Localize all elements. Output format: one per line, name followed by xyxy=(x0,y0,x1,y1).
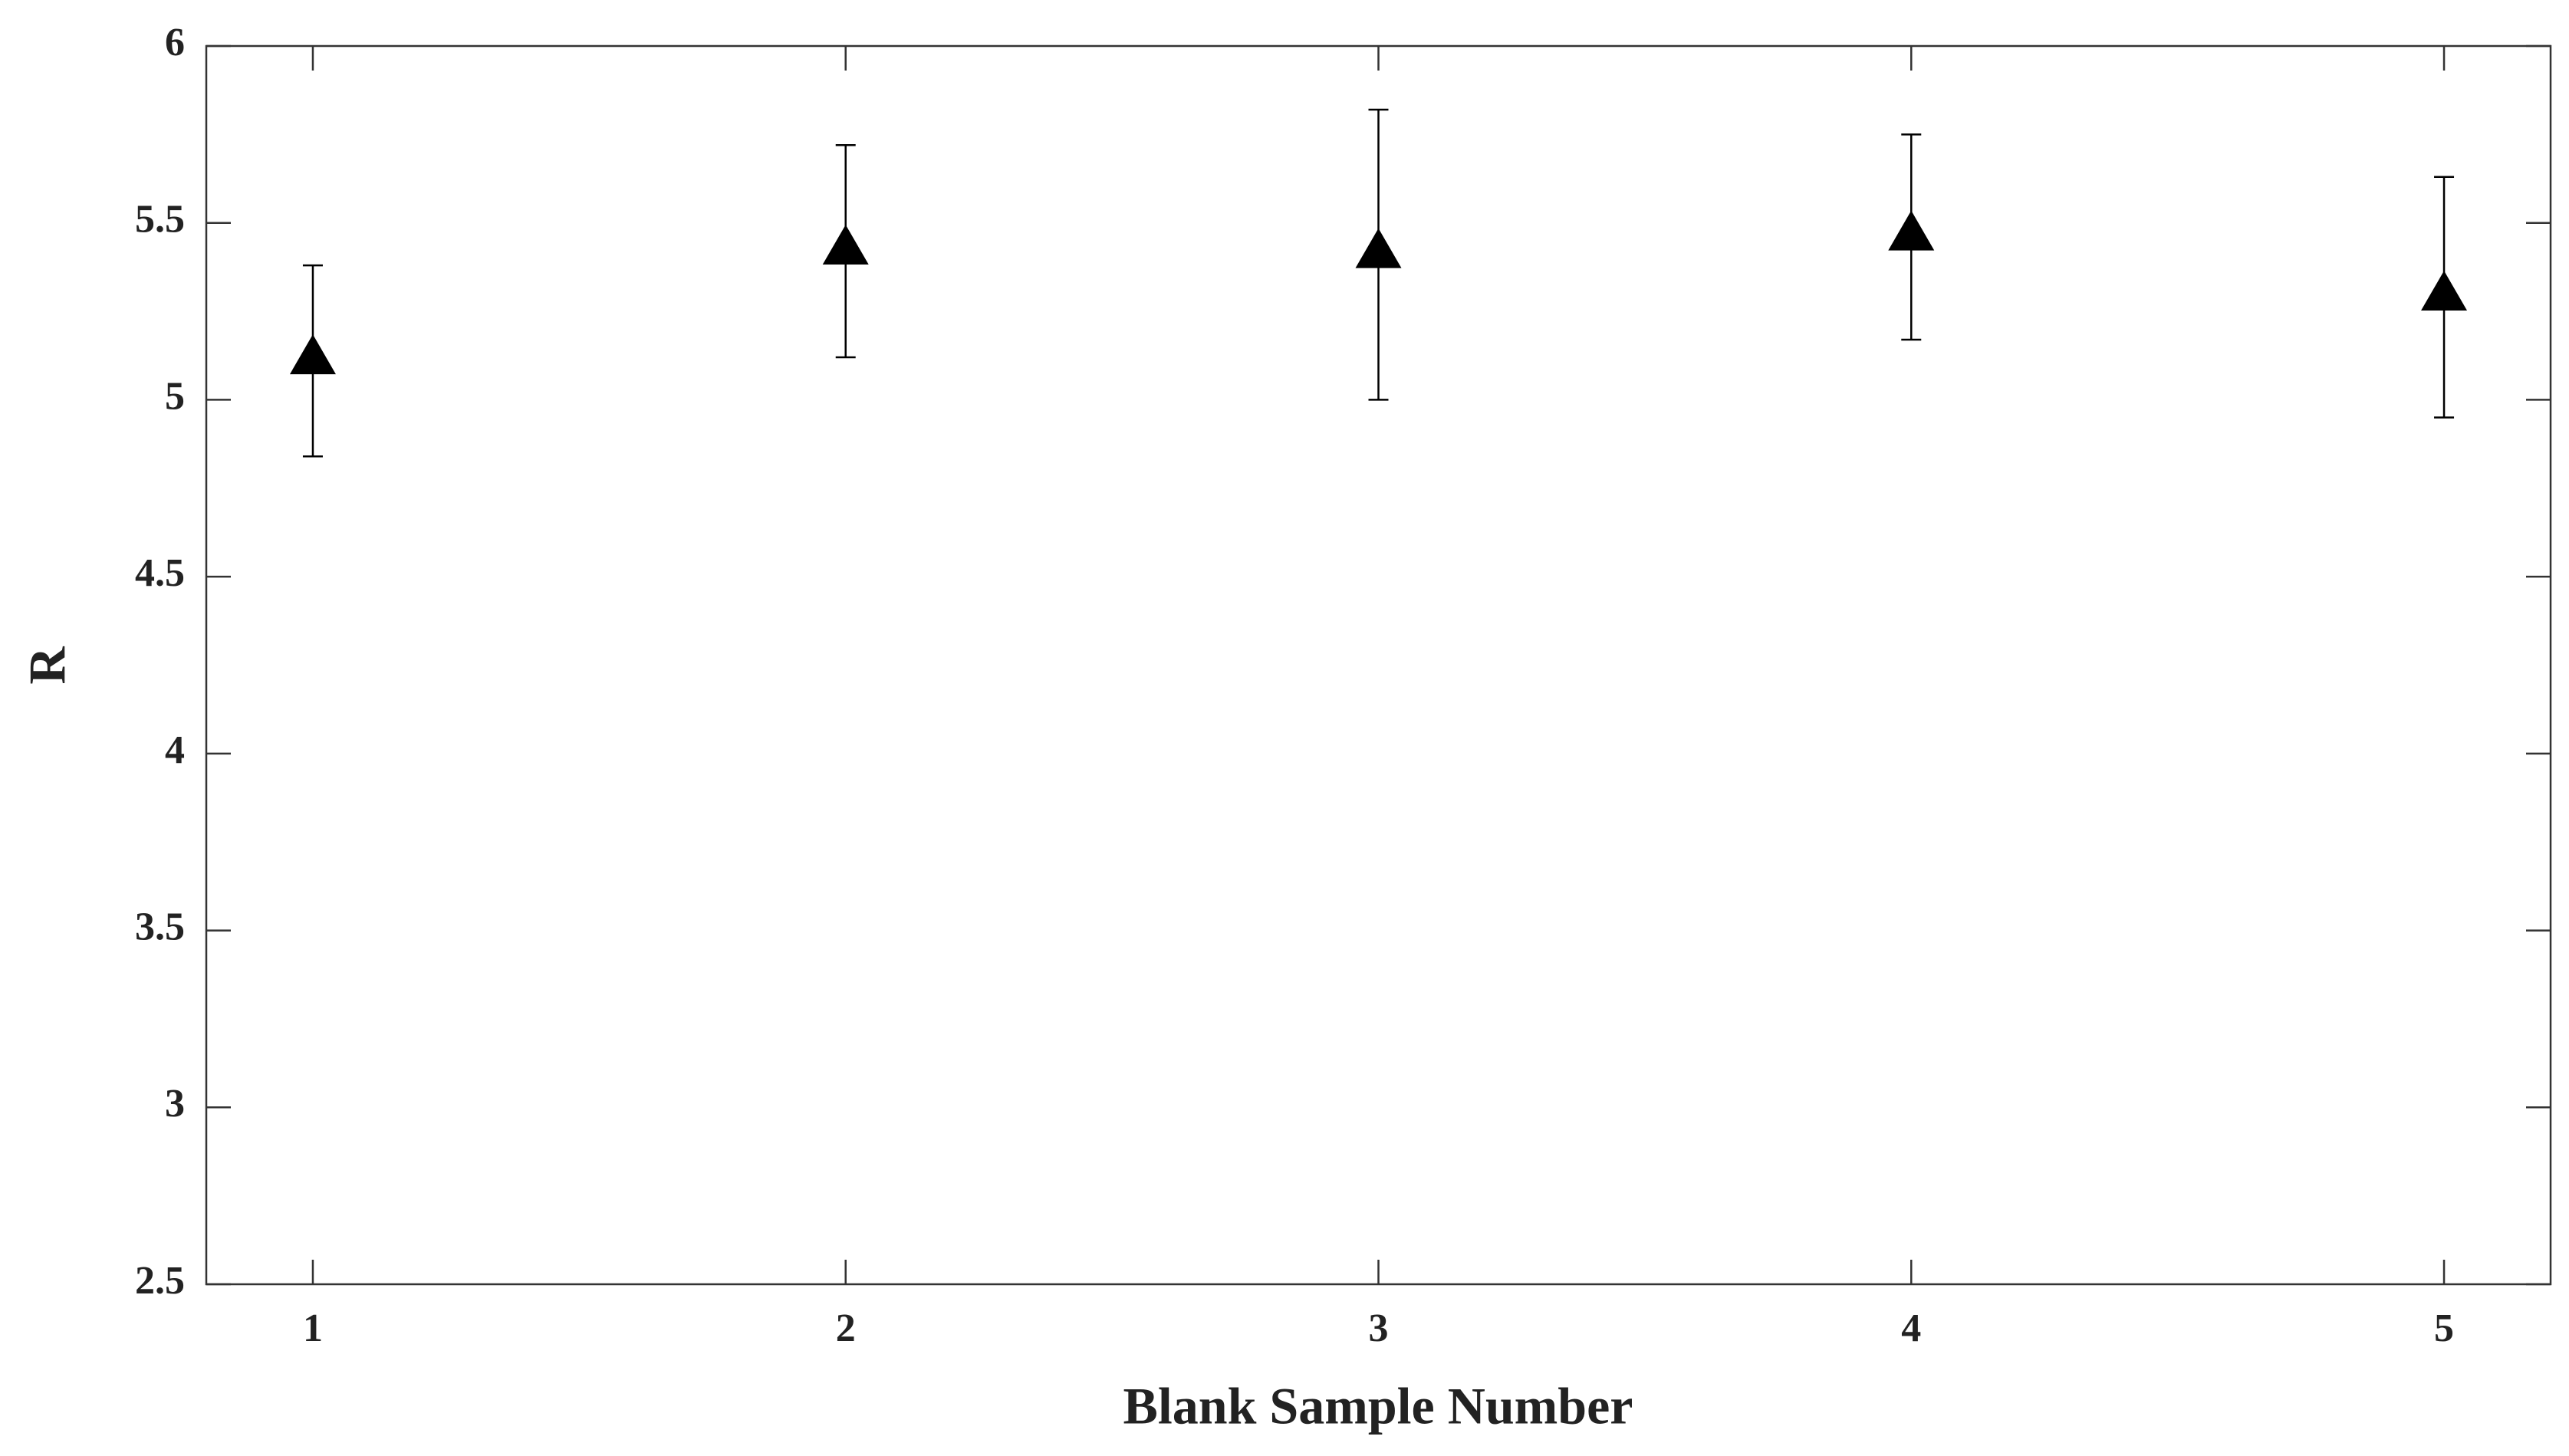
data-point xyxy=(2421,271,2468,311)
data-point xyxy=(1355,228,1402,268)
y-tick-label: 3 xyxy=(165,1082,185,1126)
data-point xyxy=(1888,210,1935,251)
x-tick-label: 2 xyxy=(836,1306,856,1350)
x-axis-label: Blank Sample Number xyxy=(1123,1377,1633,1435)
y-tick-label: 4.5 xyxy=(135,551,185,595)
y-tick-label: 3.5 xyxy=(135,905,185,949)
x-tick-label: 3 xyxy=(1369,1306,1389,1350)
data-point xyxy=(289,334,336,375)
y-tick-label: 5.5 xyxy=(135,198,185,242)
data-point xyxy=(822,225,869,265)
y-tick-label: 6 xyxy=(165,21,185,64)
x-tick-label: 1 xyxy=(303,1306,323,1350)
x-tick-label: 4 xyxy=(1901,1306,1921,1350)
y-tick-label: 4 xyxy=(165,728,185,772)
y-tick-label: 5 xyxy=(165,374,185,418)
y-axis-label: R xyxy=(18,646,77,685)
y-tick-label: 2.5 xyxy=(135,1259,185,1303)
x-tick-label: 5 xyxy=(2434,1306,2454,1350)
